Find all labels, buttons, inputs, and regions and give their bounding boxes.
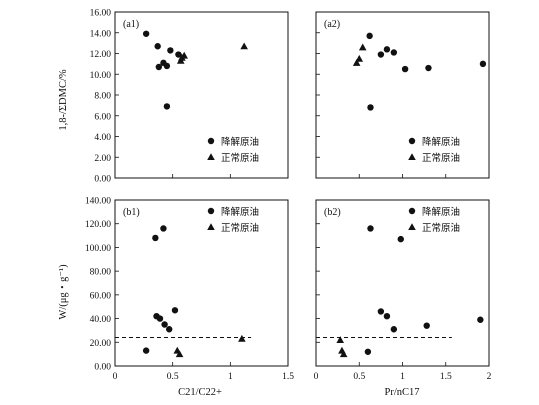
y-tick-label: 40.00	[90, 315, 112, 325]
legend-marker-degraded	[408, 207, 416, 215]
degraded-oil-point	[163, 103, 171, 110]
panel-tag: (b1)	[123, 207, 140, 218]
legend-marker-degraded	[408, 137, 416, 145]
degraded-oil-point	[367, 225, 374, 232]
legend-label: 降解原油	[221, 206, 259, 218]
y-tick-label: 6.00	[94, 112, 111, 122]
y-tick-label: 0.00	[94, 363, 111, 373]
x-axis-title-right: Pr/nC17	[384, 387, 419, 398]
degraded-oil-point	[155, 63, 163, 71]
y-tick-label: 10.00	[90, 71, 112, 81]
panel-frame	[315, 11, 490, 179]
normal-oil-point	[352, 59, 361, 66]
legend-marker-normal	[207, 223, 215, 231]
degraded-oil-point	[175, 51, 182, 58]
legend-marker-normal	[408, 223, 416, 231]
degraded-oil-point	[367, 104, 374, 111]
legend-label: 降解原油	[422, 136, 460, 148]
degraded-oil-point	[425, 64, 432, 72]
x-tick-label: 0.5	[353, 372, 365, 382]
legend-marker-degraded	[207, 137, 215, 145]
degraded-oil-point	[163, 62, 171, 70]
normal-oil-point	[240, 42, 248, 50]
x-axis-title-left: C21/C22+	[178, 387, 222, 398]
legend-label: 正常原油	[422, 222, 460, 234]
normal-oil-point	[358, 43, 367, 51]
y-tick-label: 0.00	[94, 175, 111, 185]
panel-1: 0.00 2.00 4.00 6.00 8.00 10.00 12.00 14.00 16.00…	[90, 9, 289, 185]
y-axis-title-top: 1,8-/ΣDMC/%	[58, 69, 69, 130]
normal-oil-point	[336, 336, 345, 343]
x-tick-label: 0	[113, 372, 118, 382]
panels-layer: 0.002.004.006.008.0010.0012.0014.0016.00…	[85, 9, 492, 383]
normal-oil-point	[175, 350, 184, 358]
degraded-oil-point	[156, 315, 164, 322]
degraded-oil-point	[383, 313, 391, 320]
normal-oil-point	[355, 54, 364, 62]
degraded-oil-point	[364, 348, 372, 355]
y-tick-label: 2.00	[94, 154, 111, 164]
degraded-oil-point	[160, 225, 167, 232]
x-tick-label: 0.5	[167, 372, 179, 382]
x-tick-label: 2	[487, 372, 492, 382]
degraded-oil-point	[161, 321, 168, 328]
panel-tag: (a1)	[123, 19, 139, 30]
panel-tag: (a2)	[324, 19, 340, 30]
legend-marker-normal	[408, 153, 416, 161]
legend-label: 正常原油	[221, 152, 259, 164]
normal-oil-point	[339, 350, 348, 358]
degraded-oil-point	[383, 46, 391, 53]
panel-frame	[114, 11, 289, 179]
degraded-oil-point	[390, 49, 398, 56]
legend-label: 正常原油	[422, 152, 460, 164]
degraded-oil-point	[377, 51, 385, 58]
legend-label: 正常原油	[221, 222, 259, 234]
legend-label: 降解原油	[422, 206, 460, 218]
degraded-oil-point	[366, 32, 373, 40]
y-tick-label: 20.00	[90, 339, 112, 349]
legend-marker-normal	[207, 153, 215, 161]
y-tick-label: 8.00	[94, 92, 111, 102]
degraded-oil-point	[390, 326, 398, 333]
y-tick-label: 16.00	[90, 9, 112, 19]
panel-3: 0.00 20.00 40.00 60.00 80.00 100.00 120.00 140.…	[85, 197, 294, 383]
degraded-oil-point	[166, 326, 173, 333]
legend-marker-degraded	[207, 207, 215, 215]
x-tick-label: 1	[228, 372, 233, 382]
x-tick-label: 0	[314, 372, 319, 382]
normal-oil-point	[180, 51, 188, 59]
panel-tag: (b2)	[324, 207, 341, 218]
y-tick-label: 60.00	[90, 291, 112, 301]
degraded-oil-point	[423, 322, 430, 329]
degraded-oil-point	[152, 234, 159, 242]
y-axis-title-bottom: W/(μg・g⁻¹)	[58, 264, 69, 320]
x-tick-label: 1.5	[440, 372, 452, 382]
degraded-oil-point	[142, 30, 150, 37]
y-tick-label: 100.00	[85, 244, 111, 254]
degraded-oil-point	[397, 235, 404, 243]
degraded-oil-point	[401, 65, 409, 73]
y-tick-label: 12.00	[90, 50, 112, 60]
y-tick-label: 80.00	[90, 268, 112, 278]
y-tick-label: 140.00	[85, 197, 111, 207]
y-tick-label: 4.00	[94, 133, 111, 143]
degraded-oil-point	[479, 60, 487, 68]
degraded-oil-point	[154, 43, 161, 50]
degraded-oil-point	[377, 308, 385, 315]
legend-label: 降解原油	[221, 136, 259, 148]
x-tick-label: 1.5	[282, 372, 294, 382]
degraded-oil-point	[142, 347, 150, 354]
degraded-oil-point	[167, 47, 174, 54]
x-tick-label: 1	[400, 372, 405, 382]
y-tick-label: 14.00	[90, 29, 112, 39]
normal-oil-point	[238, 334, 246, 342]
panel-frame	[114, 199, 289, 367]
y-tick-label: 120.00	[85, 220, 111, 230]
degraded-oil-point	[477, 316, 484, 323]
degraded-oil-point	[171, 307, 179, 314]
